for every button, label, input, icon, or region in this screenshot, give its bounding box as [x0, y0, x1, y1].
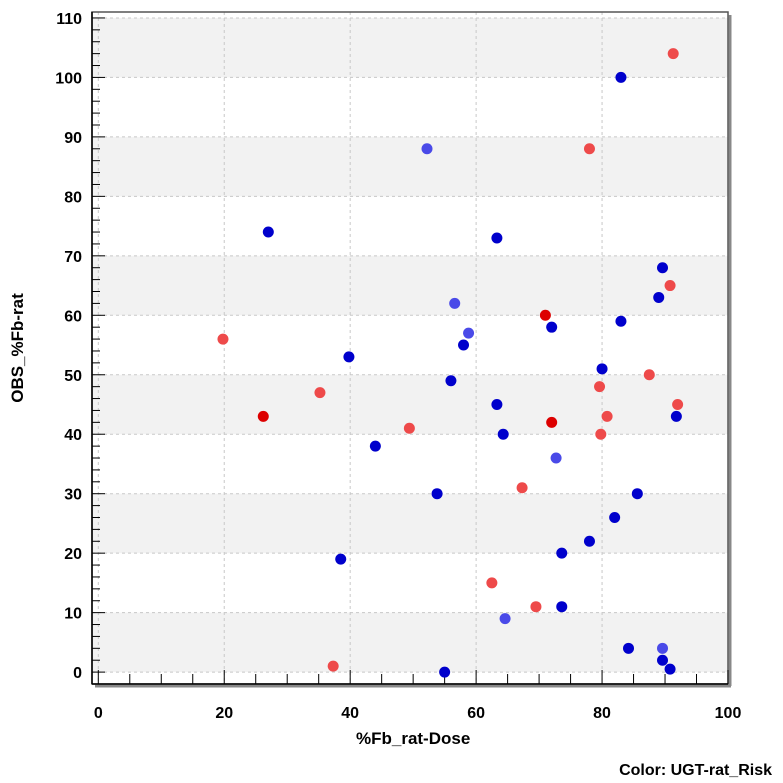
background-band — [92, 493, 728, 554]
data-point — [343, 351, 355, 363]
x-tick-label: 0 — [94, 705, 103, 722]
data-point — [369, 440, 381, 452]
data-point — [445, 375, 457, 387]
background-band — [92, 17, 728, 78]
data-point — [583, 535, 595, 547]
data-point — [539, 309, 551, 321]
x-tick-label: 20 — [215, 705, 233, 722]
y-tick-label: 20 — [64, 546, 82, 563]
y-tick-label: 110 — [56, 11, 82, 28]
data-point — [546, 416, 558, 428]
data-point — [631, 488, 643, 500]
data-point — [516, 482, 528, 494]
data-point — [595, 428, 607, 440]
y-tick-label: 70 — [64, 249, 82, 266]
data-points — [217, 48, 684, 678]
data-point — [550, 452, 562, 464]
y-tick-label: 100 — [55, 70, 82, 87]
data-point — [664, 663, 676, 675]
data-point — [463, 327, 475, 339]
data-point — [615, 315, 627, 327]
data-point — [601, 410, 613, 422]
data-point — [657, 642, 669, 654]
data-point — [609, 511, 621, 523]
x-tick-label: 60 — [467, 705, 485, 722]
data-point — [615, 71, 627, 83]
data-point — [530, 601, 542, 613]
x-tick-label: 100 — [715, 705, 742, 722]
data-point — [421, 143, 433, 155]
grid-lines — [92, 12, 729, 684]
data-point — [657, 654, 669, 666]
data-point — [458, 339, 470, 351]
data-point — [643, 369, 655, 381]
data-point — [499, 613, 511, 625]
data-point — [439, 666, 451, 678]
data-point — [667, 48, 679, 60]
data-point — [257, 410, 269, 422]
y-tick-label: 30 — [64, 487, 82, 504]
data-point — [217, 333, 229, 345]
y-tick-label: 10 — [64, 606, 82, 623]
data-point — [491, 398, 503, 410]
plot-area-frame — [91, 11, 729, 685]
data-point — [327, 660, 339, 672]
data-point — [431, 488, 443, 500]
y-axis-ticks: 0 10 20 30 40 50 60 70 80 90 100 110 — [55, 11, 105, 682]
y-axis-title: OBS_%Fb-rat — [8, 293, 27, 403]
background-band — [92, 136, 728, 197]
data-point — [486, 577, 498, 589]
data-point — [670, 410, 682, 422]
data-point — [623, 642, 635, 654]
data-point — [594, 381, 606, 393]
background-band — [92, 255, 728, 316]
data-point — [596, 363, 608, 375]
x-tick-label: 40 — [341, 705, 359, 722]
data-point — [497, 428, 509, 440]
data-point — [491, 232, 503, 244]
background-bands — [92, 17, 728, 673]
x-axis-title: %Fb_rat-Dose — [356, 729, 470, 748]
data-point — [314, 387, 326, 399]
y-tick-label: 0 — [73, 665, 82, 682]
background-band — [92, 612, 728, 673]
data-point — [657, 262, 669, 274]
y-tick-label: 40 — [64, 427, 82, 444]
data-point — [556, 601, 568, 613]
data-point — [335, 553, 347, 565]
y-tick-label: 60 — [64, 308, 82, 325]
data-point — [672, 398, 684, 410]
data-point — [262, 226, 274, 238]
data-point — [546, 321, 558, 333]
x-axis-ticks: 0 20 40 60 80 100 — [94, 670, 742, 722]
data-point — [653, 291, 665, 303]
data-point — [556, 547, 568, 559]
data-point — [403, 422, 415, 434]
data-point — [664, 280, 676, 292]
color-legend-caption: Color: UGT-rat_Risk — [619, 762, 772, 779]
data-point — [583, 143, 595, 155]
y-tick-label: 90 — [64, 130, 82, 147]
y-tick-label: 50 — [64, 368, 82, 385]
data-point — [449, 297, 461, 309]
x-tick-label: 80 — [593, 705, 611, 722]
y-tick-label: 80 — [64, 189, 82, 206]
